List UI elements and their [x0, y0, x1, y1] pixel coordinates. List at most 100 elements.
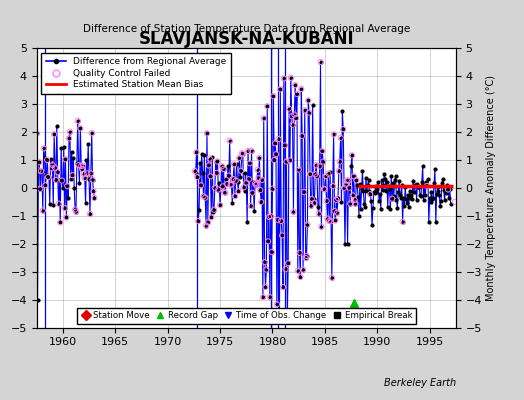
- Point: [72, 208, 80, 215]
- Point: [80, 171, 88, 177]
- Point: [253, 180, 261, 187]
- Point: [312, 162, 320, 168]
- Point: [262, 266, 270, 273]
- Point: [275, 136, 283, 142]
- Point: [53, 169, 62, 176]
- Point: [207, 214, 215, 220]
- Point: [444, 186, 452, 193]
- Point: [196, 182, 205, 188]
- Point: [291, 82, 299, 88]
- Point: [305, 110, 313, 116]
- Point: [263, 103, 271, 110]
- Point: [220, 166, 228, 172]
- Point: [283, 315, 291, 322]
- Point: [211, 184, 219, 191]
- Point: [235, 155, 244, 161]
- Point: [246, 203, 255, 209]
- Point: [423, 183, 431, 189]
- Point: [227, 182, 236, 188]
- Point: [346, 200, 354, 207]
- Point: [203, 130, 211, 136]
- Point: [44, 174, 52, 180]
- Point: [261, 284, 270, 290]
- Point: [322, 198, 331, 204]
- Point: [320, 186, 328, 192]
- Point: [221, 190, 230, 196]
- Point: [327, 218, 335, 224]
- Point: [287, 74, 295, 81]
- Point: [451, 199, 459, 205]
- Point: [81, 175, 89, 181]
- Point: [194, 218, 202, 224]
- Point: [229, 176, 237, 182]
- Point: [232, 178, 240, 184]
- Point: [342, 182, 350, 188]
- Point: [34, 167, 42, 174]
- Point: [332, 196, 341, 203]
- Point: [212, 170, 221, 176]
- Point: [41, 182, 50, 188]
- Point: [66, 128, 74, 135]
- Point: [276, 86, 285, 92]
- Point: [351, 197, 359, 203]
- Point: [216, 202, 224, 208]
- Point: [270, 157, 278, 163]
- Point: [88, 130, 96, 136]
- Point: [315, 163, 324, 170]
- Point: [201, 194, 210, 201]
- Point: [388, 196, 396, 202]
- Point: [350, 173, 358, 180]
- Point: [36, 186, 45, 192]
- Point: [345, 184, 354, 191]
- Point: [304, 97, 312, 104]
- Point: [366, 191, 375, 198]
- Text: Berkeley Earth: Berkeley Earth: [384, 378, 456, 388]
- Point: [231, 193, 239, 199]
- Point: [251, 180, 259, 186]
- Point: [301, 107, 309, 114]
- Point: [214, 186, 223, 193]
- Point: [307, 202, 315, 209]
- Point: [237, 168, 245, 174]
- Point: [321, 186, 329, 192]
- Point: [329, 183, 337, 189]
- Point: [325, 218, 333, 224]
- Point: [39, 207, 47, 214]
- Point: [259, 115, 268, 122]
- Point: [238, 150, 246, 156]
- Point: [78, 166, 86, 172]
- Point: [319, 158, 328, 165]
- Point: [281, 266, 290, 272]
- Point: [204, 162, 213, 168]
- Point: [73, 118, 82, 124]
- Title: SLAVJANSK-NA-KUBANI: SLAVJANSK-NA-KUBANI: [138, 30, 354, 48]
- Point: [343, 177, 351, 184]
- Point: [272, 301, 281, 308]
- Point: [296, 274, 304, 280]
- Point: [90, 195, 99, 201]
- Point: [271, 140, 279, 146]
- Point: [267, 213, 275, 219]
- Y-axis label: Monthly Temperature Anomaly Difference (°C): Monthly Temperature Anomaly Difference (…: [486, 75, 496, 301]
- Point: [264, 238, 272, 244]
- Point: [51, 164, 59, 171]
- Point: [314, 210, 323, 217]
- Point: [259, 294, 267, 300]
- Point: [265, 214, 273, 220]
- Point: [298, 132, 307, 139]
- Point: [317, 223, 325, 230]
- Point: [223, 181, 231, 187]
- Point: [256, 187, 265, 193]
- Point: [39, 145, 48, 152]
- Point: [351, 200, 359, 207]
- Point: [398, 218, 407, 225]
- Point: [268, 186, 277, 192]
- Point: [74, 162, 83, 168]
- Point: [333, 210, 341, 216]
- Point: [331, 217, 340, 224]
- Point: [280, 142, 289, 149]
- Point: [60, 205, 69, 211]
- Point: [277, 218, 286, 224]
- Point: [43, 157, 51, 163]
- Point: [330, 131, 338, 138]
